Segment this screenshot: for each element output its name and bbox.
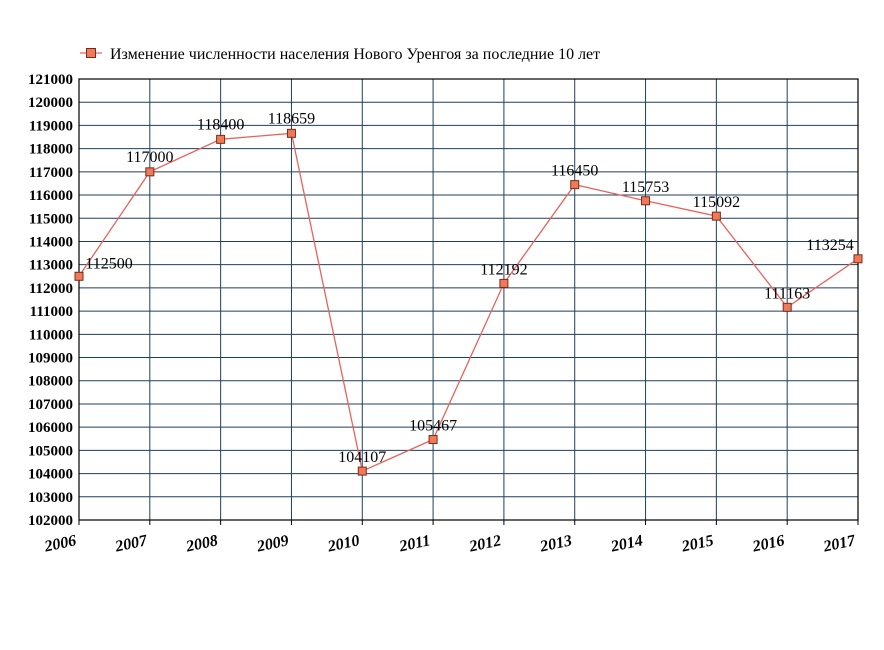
- data-label: 116450: [551, 163, 598, 180]
- data-label: 105467: [409, 418, 457, 435]
- y-tick-label: 121000: [28, 72, 73, 88]
- data-label: 111163: [764, 285, 810, 302]
- y-tick-labels: 102000 103000 104000 105000 106000 107000 1080…: [28, 72, 73, 529]
- x-tick-label: 2013: [538, 532, 574, 555]
- x-tick-label: 2008: [184, 532, 220, 555]
- axes: [78, 78, 859, 525]
- data-point-marker: [286, 128, 296, 138]
- y-tick-label: 111000: [30, 304, 73, 320]
- x-tick-label: 2006: [42, 532, 78, 555]
- data-labels: 112500 117000 118400 118659 104107 105467 1121…: [85, 110, 853, 466]
- y-tick-label: 107000: [28, 397, 73, 413]
- data-label: 118400: [197, 116, 244, 133]
- data-label: 113254: [806, 237, 853, 254]
- y-tick-label: 119000: [29, 118, 73, 134]
- x-tick-label: 2010: [325, 532, 361, 555]
- x-tick-label: 2017: [821, 532, 858, 556]
- data-point-marker: [711, 211, 721, 221]
- data-point-marker: [499, 278, 509, 288]
- x-tick-label: 2016: [750, 532, 786, 555]
- data-point-marker: [145, 167, 155, 177]
- y-tick-label: 115000: [29, 211, 73, 227]
- y-tick-label: 110000: [29, 327, 73, 343]
- y-tick-label: 117000: [29, 165, 73, 181]
- data-point-marker: [782, 302, 792, 312]
- legend-marker-swatch: [86, 48, 96, 58]
- data-label: 118659: [268, 110, 315, 127]
- y-tick-label: 105000: [28, 443, 73, 459]
- series-line: [78, 132, 859, 473]
- grid: [78, 78, 859, 521]
- data-point-marker: [74, 271, 84, 281]
- data-point-marker: [853, 254, 863, 264]
- y-tick-label: 108000: [28, 374, 73, 390]
- y-tick-label: 116000: [29, 188, 73, 204]
- x-tick-label: 2009: [254, 532, 290, 555]
- data-point-marker: [570, 180, 580, 190]
- x-tick-label: 2015: [679, 532, 715, 555]
- x-tick-label: 2012: [467, 532, 503, 555]
- x-tick-labels: 2006 2007 2008 2009 2010 2011 2012 2013 2014 2015…: [42, 532, 858, 556]
- data-point-marker: [357, 466, 367, 476]
- y-tick-label: 114000: [29, 234, 73, 250]
- data-point-marker: [641, 196, 651, 206]
- data-label: 104107: [338, 449, 386, 466]
- x-tick-label: 2007: [113, 532, 150, 556]
- legend-label: Изменение численности населения Нового У…: [110, 46, 600, 63]
- data-label: 115092: [693, 194, 740, 211]
- data-point-marker: [216, 134, 226, 144]
- legend: Изменение численности населения Нового У…: [80, 46, 600, 63]
- y-tick-label: 118000: [29, 142, 73, 158]
- data-label: 115753: [622, 179, 669, 196]
- y-tick-label: 102000: [28, 513, 73, 529]
- series-population: [74, 128, 863, 476]
- plot-frame: [78, 78, 859, 521]
- x-tick-label: 2011: [397, 532, 432, 555]
- x-tick-label: 2014: [609, 532, 645, 555]
- y-tick-label: 103000: [28, 490, 73, 506]
- y-tick-label: 113000: [29, 258, 73, 274]
- data-point-marker: [428, 435, 438, 445]
- data-label: 112500: [85, 255, 132, 272]
- data-label: 117000: [126, 149, 173, 166]
- y-tick-label: 112000: [29, 281, 73, 297]
- y-tick-label: 120000: [28, 95, 73, 111]
- data-label: 112192: [480, 261, 527, 278]
- y-tick-label: 106000: [28, 420, 73, 436]
- y-tick-label: 104000: [28, 467, 73, 483]
- y-tick-label: 109000: [28, 351, 73, 367]
